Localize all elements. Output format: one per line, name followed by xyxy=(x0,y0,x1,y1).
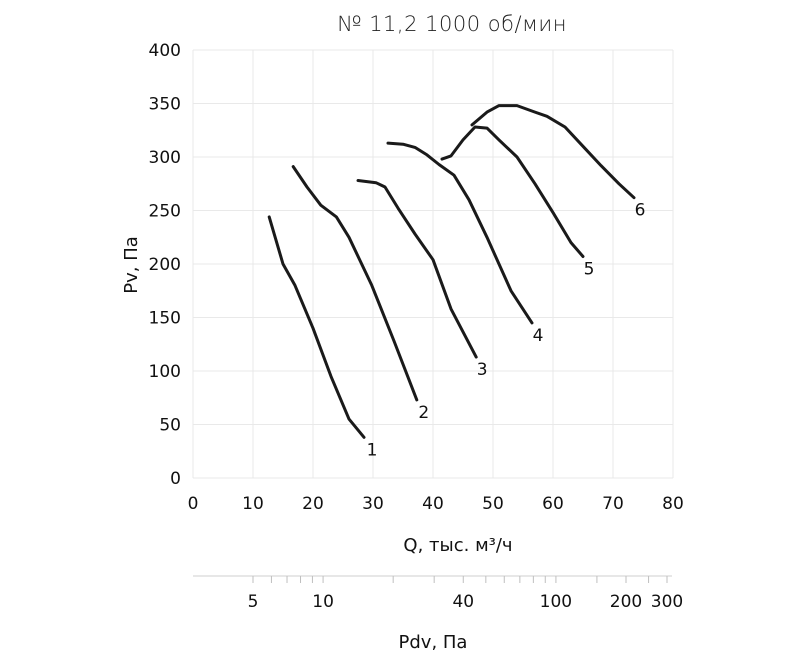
x-tick-label: 30 xyxy=(362,494,384,514)
curve-label: 4 xyxy=(533,326,544,346)
y-tick-label: 150 xyxy=(149,309,181,329)
curve-1 xyxy=(267,215,366,439)
fan-curves: 1 2 3 4 5 6 xyxy=(267,104,646,460)
curve-label: 1 xyxy=(367,440,378,460)
x-tick-label: 20 xyxy=(302,494,324,514)
secondary-tick-label: 5 xyxy=(248,592,259,612)
y-tick-label: 0 xyxy=(170,469,181,489)
curve-label: 2 xyxy=(418,403,429,423)
y-axis-label: Pv, Па xyxy=(121,236,142,294)
y-tick-label: 400 xyxy=(149,41,181,61)
curve-5 xyxy=(440,125,585,258)
curve-3 xyxy=(356,179,478,359)
secondary-axis-label: Pdv, Па xyxy=(399,632,468,653)
curve-6 xyxy=(470,104,636,200)
y-tick-label: 50 xyxy=(159,416,181,436)
y-tick-label: 300 xyxy=(149,148,181,168)
x-tick-label: 60 xyxy=(542,494,564,514)
chart-title: № 11,2 1000 об/мин xyxy=(337,12,567,36)
x-tick-label: 80 xyxy=(662,494,684,514)
secondary-tick-label: 300 xyxy=(651,592,683,612)
secondary-axis: 5 10 40 100 200 300 xyxy=(193,575,683,612)
x-tick-label: 70 xyxy=(602,494,624,514)
curve-label: 6 xyxy=(635,201,646,221)
secondary-tick-label: 100 xyxy=(540,592,572,612)
x-tick-label: 40 xyxy=(422,494,444,514)
curve-label: 5 xyxy=(584,260,595,280)
x-tick-label: 0 xyxy=(188,494,199,514)
y-tick-label: 100 xyxy=(149,362,181,382)
secondary-tick-label: 10 xyxy=(312,592,334,612)
curve-label: 3 xyxy=(477,360,488,380)
curve-2 xyxy=(291,165,419,402)
x-axis-label: Q, тыс. м³/ч xyxy=(403,535,512,556)
secondary-tick-label: 40 xyxy=(452,592,474,612)
y-tick-label: 200 xyxy=(149,255,181,275)
y-tick-label: 350 xyxy=(149,95,181,115)
x-tick-label: 10 xyxy=(242,494,264,514)
curve-4 xyxy=(386,141,534,325)
secondary-tick-label: 200 xyxy=(610,592,642,612)
x-tick-label: 50 xyxy=(482,494,504,514)
x-axis-ticks: 0 10 20 30 40 50 60 70 80 xyxy=(188,494,684,514)
y-axis-ticks: 0 50 100 150 200 250 300 350 400 xyxy=(149,41,181,489)
y-tick-label: 250 xyxy=(149,202,181,222)
